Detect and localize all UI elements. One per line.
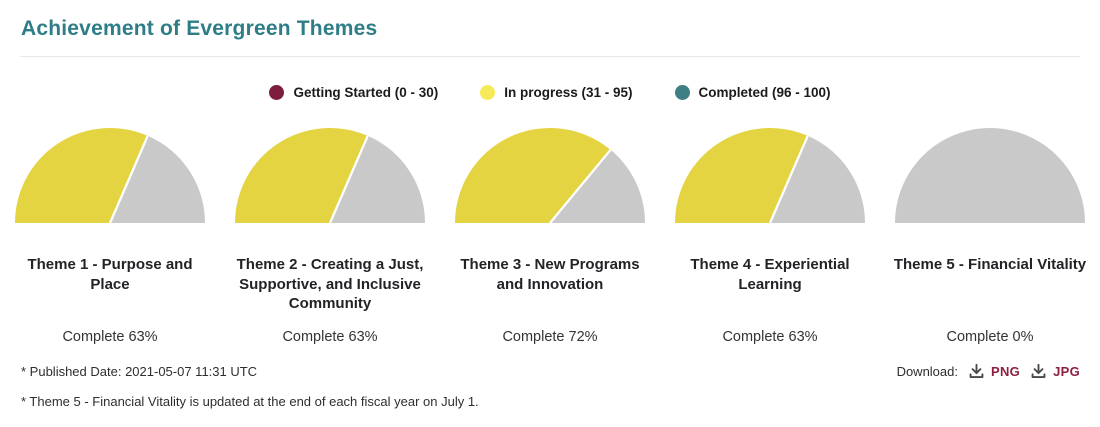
header: Achievement of Evergreen Themes [0,0,1100,41]
theme-label: Theme 5 - Financial Vitality [893,256,1087,273]
published-date-note: * Published Date: 2021-05-07 11:31 UTC [21,364,258,379]
gauge-column-theme-1: Theme 1 - Purpose and Place Complete 63% [0,128,220,345]
legend-dot-icon [674,85,690,100]
complete-percentage: Complete 63% [62,329,158,345]
legend-dot-icon [269,85,285,100]
page-title: Achievement of Evergreen Themes [21,17,378,40]
header-divider [20,56,1080,57]
legend-item-completed: Completed (96 - 100) [674,85,831,100]
gauges-row: Theme 1 - Purpose and Place Complete 63%… [0,128,1100,345]
download-icon [1031,363,1046,378]
download-png-button[interactable]: PNG [967,362,1020,381]
legend-item-getting-started: Getting Started (0 - 30) [269,85,438,100]
footer: * Published Date: 2021-05-07 11:31 UTC D… [0,362,1100,409]
download-png-label: PNG [991,364,1021,379]
theme-label: Theme 3 - New Programs and Innovation [460,256,640,293]
download-jpg-button[interactable]: JPG [1029,362,1080,381]
complete-percentage: Complete 63% [722,329,818,345]
download-area: Download: PNG JPG [897,362,1080,381]
gauge-chart-theme-5 [895,128,1085,223]
legend-label: Getting Started (0 - 30) [293,85,439,100]
gauge-chart-theme-3 [455,128,645,223]
gauge-chart-theme-1 [15,128,205,223]
download-jpg-label: JPG [1053,364,1080,379]
theme-label: Theme 2 - Creating a Just, Supportive, a… [236,256,424,312]
complete-percentage: Complete 63% [282,329,378,345]
download-label: Download: [896,364,958,379]
download-icon [969,363,984,378]
gauge-column-theme-3: Theme 3 - New Programs and Innovation Co… [440,128,660,345]
legend-dot-icon [480,85,496,100]
theme-label: Theme 4 - Experiential Learning [690,256,850,293]
legend-label: Completed (96 - 100) [698,85,831,100]
theme-label: Theme 1 - Purpose and Place [27,256,193,293]
legend-item-in-progress: In progress (31 - 95) [480,85,633,100]
gauge-chart-theme-2 [235,128,425,223]
gauge-column-theme-5: Theme 5 - Financial Vitality Complete 0% [880,128,1100,345]
gauge-column-theme-4: Theme 4 - Experiential Learning Complete… [660,128,880,345]
legend-label: In progress (31 - 95) [504,85,633,100]
chart-legend: Getting Started (0 - 30) In progress (31… [0,85,1100,100]
gauge-column-theme-2: Theme 2 - Creating a Just, Supportive, a… [220,128,440,345]
gauge-chart-theme-4 [675,128,865,223]
complete-percentage: Complete 72% [502,329,598,345]
complete-percentage: Complete 0% [946,329,1034,345]
theme5-note: * Theme 5 - Financial Vitality is update… [21,394,479,409]
